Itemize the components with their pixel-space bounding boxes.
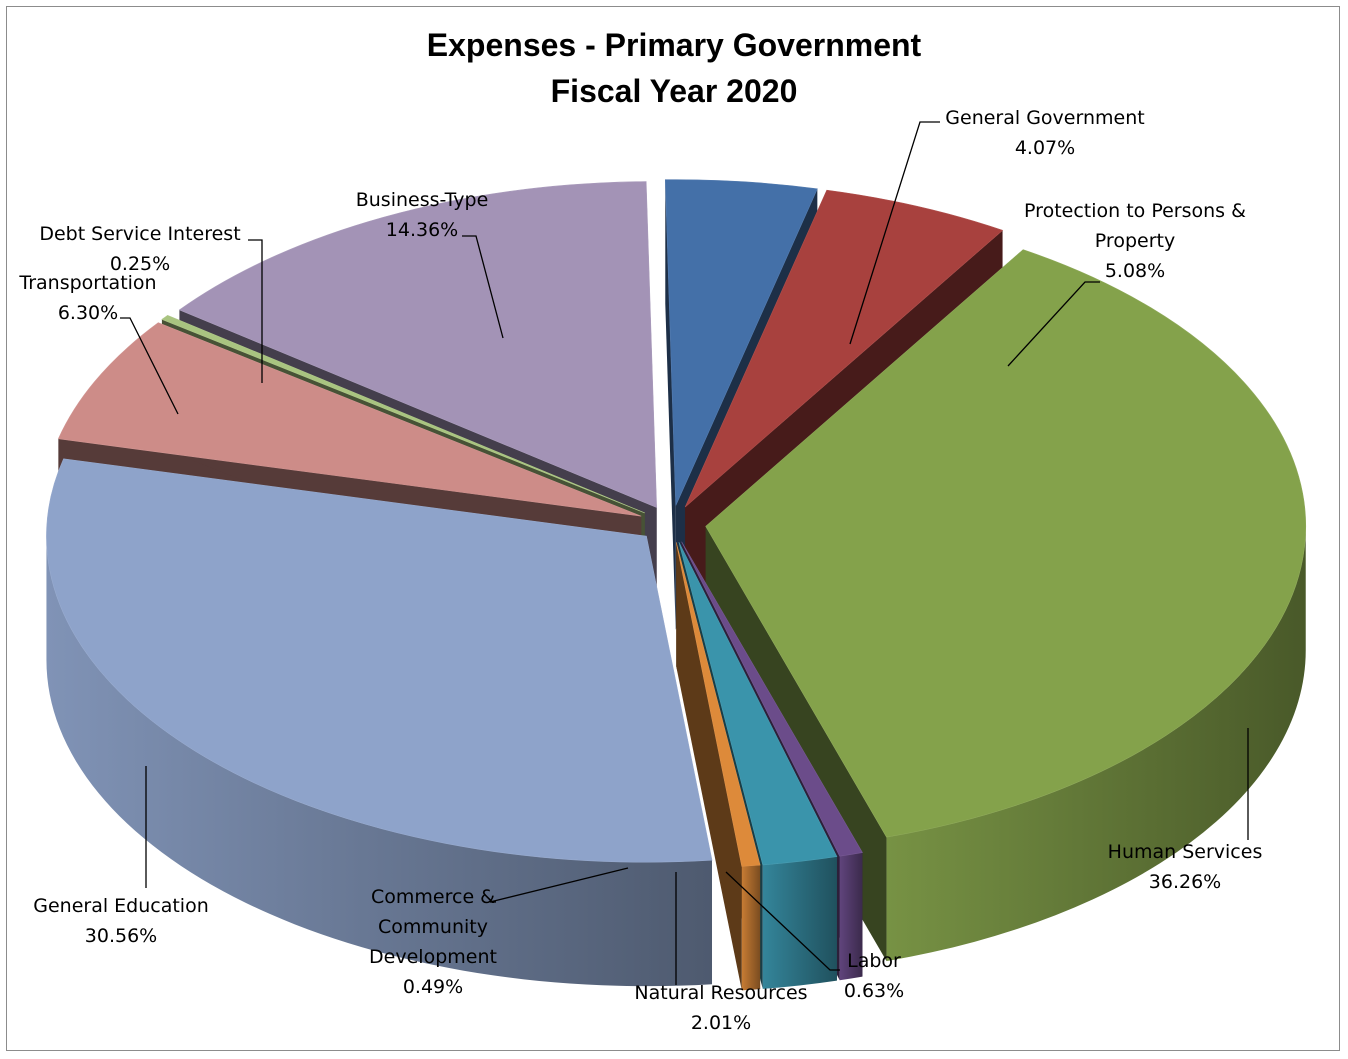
pie-slice-side — [839, 852, 863, 981]
pie-slice-top — [675, 542, 761, 867]
pie-slice — [46, 458, 713, 987]
slice-label: Labor 0.63% — [844, 950, 904, 1002]
chart-title-line-1: Expenses - Primary Government — [426, 27, 922, 63]
pie-slice — [675, 542, 761, 991]
pie-slice-top — [681, 541, 863, 857]
chart-title-line-2: Fiscal Year 2020 — [550, 73, 798, 109]
pie-slice-side — [762, 856, 837, 989]
slice-label: General Government 4.07% — [945, 107, 1144, 159]
pie-slice-top — [684, 189, 1004, 508]
pie-slice-top — [678, 541, 838, 866]
leader-line — [725, 871, 840, 971]
leader-line — [489, 867, 629, 903]
slice-label: Transportation 6.30% — [18, 272, 156, 324]
pie-slice-top — [705, 249, 1307, 838]
leader-line — [248, 239, 263, 383]
slice-label: General Education 30.56% — [33, 895, 209, 947]
slice-label: Natural Resources 2.01% — [634, 982, 807, 1034]
leader-line — [849, 121, 940, 345]
pie-slice-top — [161, 314, 645, 514]
pie-slice-top — [178, 181, 657, 508]
pie-slice-top — [46, 458, 713, 863]
pie-slice-side — [741, 865, 761, 991]
pie-slice-side — [46, 536, 713, 987]
pie-slice-wall — [665, 179, 676, 630]
slice-label: Human Services 36.26% — [1108, 841, 1263, 893]
pie-slice-side — [886, 526, 1306, 962]
leader-line — [1007, 281, 1100, 367]
slice-label: Commerce & Community Development 0.49% — [369, 886, 497, 998]
chart-title: Expenses - Primary Government Fiscal Yea… — [0, 22, 1348, 114]
slice-label: Debt Service Interest 0.25% — [39, 223, 240, 275]
pie-slice-top — [57, 322, 642, 517]
slice-label: Business-Type 14.36% — [356, 189, 489, 241]
pie-slice-top — [664, 179, 818, 506]
leader-line — [120, 317, 179, 415]
pie-slice-wall — [676, 542, 742, 991]
slice-label: Protection to Persons & Property 5.08% — [1024, 200, 1246, 282]
leader-line — [462, 235, 504, 339]
